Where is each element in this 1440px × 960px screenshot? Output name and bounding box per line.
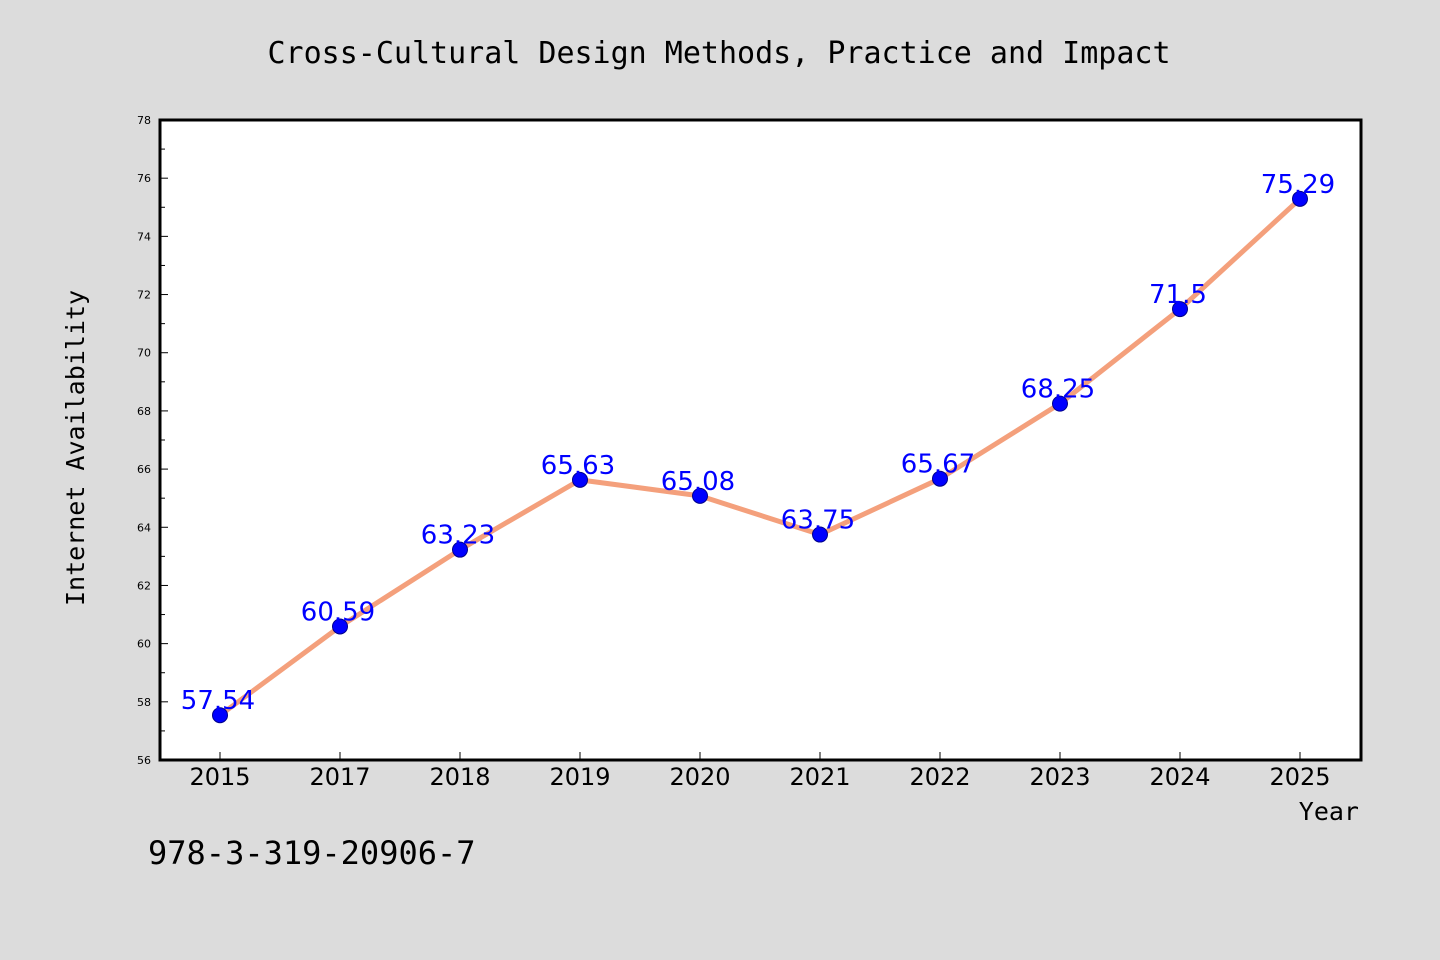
y-axis: 56 58 60 62 64 66 68 70 72 74 76 78 (137, 114, 168, 767)
x-tick-label: 2024 (1149, 763, 1210, 791)
y-tick-label: 68 (137, 405, 151, 418)
x-tick-label: 2018 (429, 763, 490, 791)
data-label: 71.5 (1149, 280, 1207, 310)
data-point (1052, 395, 1068, 412)
y-tick-label: 72 (137, 289, 151, 302)
y-tick-label: 64 (137, 521, 151, 534)
y-tick-label: 78 (137, 114, 151, 127)
data-point (812, 526, 828, 543)
data-point (1172, 301, 1188, 318)
y-tick-label: 56 (137, 754, 151, 767)
data-label: 65.67 (901, 450, 975, 480)
x-tick-label: 2021 (789, 763, 850, 791)
y-tick-label: 70 (137, 347, 151, 360)
data-point (572, 471, 588, 488)
x-tick-label: 2015 (189, 763, 250, 791)
data-label: 65.08 (661, 467, 735, 497)
y-tick-label: 60 (137, 638, 151, 651)
x-tick-label: 2023 (1029, 763, 1090, 791)
data-point (212, 707, 228, 724)
x-tick-label: 2022 (909, 763, 970, 791)
x-axis: 2015 2017 2018 2019 2020 2021 2022 2023 2024 2025 (189, 752, 1331, 791)
data-point (452, 541, 468, 558)
data-label: 57.54 (181, 686, 255, 716)
chart-title: Cross-Cultural Design Methods, Practice … (267, 36, 1170, 71)
x-tick-label: 2019 (549, 763, 610, 791)
data-label: 75.29 (1261, 170, 1335, 200)
data-label: 68.25 (1021, 375, 1095, 405)
data-label: 63.23 (421, 521, 495, 551)
plot-area (160, 120, 1361, 760)
data-label: 65.63 (541, 451, 615, 481)
data-label: 60.59 (301, 597, 375, 627)
series-line (217, 196, 1303, 718)
y-tick-label: 62 (137, 579, 151, 592)
x-axis-label: Year (1299, 797, 1359, 826)
plot-frame (158, 118, 1363, 762)
data-points (212, 190, 1308, 724)
y-axis-label: Internet Availability (61, 290, 90, 606)
y-tick-label: 76 (137, 172, 151, 185)
x-tick-label: 2025 (1269, 763, 1330, 791)
x-tick-label: 2020 (669, 763, 730, 791)
y-tick-label: 58 (137, 696, 151, 709)
data-point (332, 618, 348, 635)
x-tick-label: 2017 (309, 763, 370, 791)
data-labels: 57.54 60.59 63.23 65.63 65.08 63.75 65.67 68.25… (181, 170, 1335, 716)
y-tick-label: 74 (137, 230, 151, 243)
isbn-text: 978-3-319-20906-7 (148, 834, 476, 872)
data-label: 63.75 (781, 506, 855, 536)
y-tick-label: 66 (137, 463, 151, 476)
data-point (692, 487, 708, 504)
data-point (932, 470, 948, 487)
data-point (1292, 190, 1308, 207)
